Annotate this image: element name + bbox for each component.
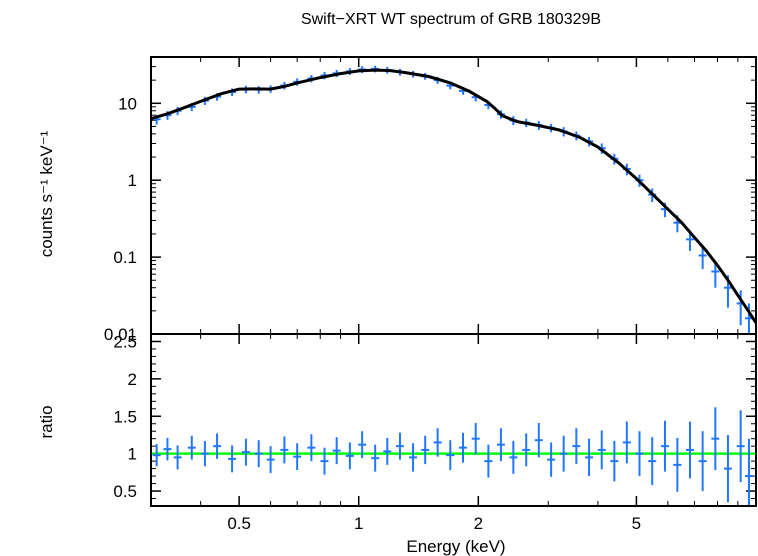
ratio-data-point [744, 438, 753, 506]
ratio-data-point [383, 437, 392, 465]
ratio-data-point [484, 444, 493, 478]
ratio-data-point [187, 435, 196, 460]
ratio-data-point [173, 445, 182, 470]
top-y-tick-label: 10 [118, 94, 137, 113]
ratio-data-point [358, 431, 367, 459]
top-plot-area: 0.01 0.1 1 10 [104, 56, 758, 344]
ratio-data-point [371, 444, 380, 472]
ratio-data-point [723, 434, 732, 503]
ratio-data-point [332, 437, 341, 465]
ratio-data-point [200, 440, 209, 467]
x-tick-label: 0.5 [227, 514, 251, 533]
ratio-data-point [395, 432, 404, 460]
ratio-data-point [509, 440, 518, 474]
bottom-y-axis-label: ratio [37, 405, 56, 438]
ratio-data-point [736, 410, 745, 483]
ratio-data-point [673, 437, 682, 492]
ratio-data-point [458, 432, 467, 463]
bottom-y-tick-label: 2 [128, 370, 137, 389]
ratio-data-point [152, 443, 161, 467]
ratio-data-point [266, 446, 275, 474]
bottom-panel-frame [150, 333, 757, 507]
ratio-data-point [585, 438, 594, 477]
ratio-data-point [293, 443, 302, 471]
ratio-data-point [698, 431, 707, 492]
x-axis-label: Energy (keV) [406, 537, 505, 556]
ratio-data-point [660, 420, 669, 472]
x-tick-label: 2 [474, 514, 483, 533]
ratio-data-point [213, 433, 222, 459]
bottom-y-tick-label: 2.5 [113, 332, 137, 351]
chart-title: Swift−XRT WT spectrum of GRB 180329B [301, 11, 601, 28]
top-y-tick-label: 0.01 [104, 325, 137, 344]
ratio-data-point [547, 442, 556, 477]
spectrum-data-point [698, 245, 707, 270]
ratio-data-point [496, 428, 505, 462]
bottom-y-tick-label: 0.5 [113, 482, 137, 501]
ratio-data-point [280, 436, 289, 464]
ratio-data-point [610, 440, 619, 482]
bottom-y-tick-label: 1 [128, 445, 137, 464]
ratio-data-point [163, 437, 172, 461]
bottom-y-tick-label: 1.5 [113, 407, 137, 426]
ratio-data-point [320, 447, 329, 475]
ratio-data-point [522, 433, 531, 467]
ratio-data-point [421, 435, 430, 465]
ratio-data-point [409, 443, 418, 472]
ratio-data-point [254, 440, 263, 468]
top-y-tick-label: 1 [128, 171, 137, 190]
ratio-data-point [228, 445, 237, 473]
ratio-data-point [471, 422, 480, 455]
ratio-data-point [622, 421, 631, 464]
ratio-data-point [241, 438, 250, 466]
model-curve [150, 68, 758, 324]
top-y-tick-label: 0.1 [113, 248, 137, 267]
ratio-data-point [711, 407, 720, 471]
ratio-data-point [446, 440, 455, 471]
bottom-plot-area: 0.5 1 2 5 0.5 1 1.5 2 2.5 [113, 332, 756, 533]
ratio-data-point [648, 437, 657, 486]
ratio-data-point [635, 431, 644, 477]
spectrum-data-point [711, 260, 720, 288]
ratio-data-point [597, 430, 606, 470]
ratio-data-point [685, 421, 694, 479]
ratio-data-point [345, 442, 354, 470]
top-y-axis-label: counts s⁻¹ keV⁻¹ [37, 130, 56, 257]
x-tick-label: 5 [632, 514, 641, 533]
ratio-data-point [433, 428, 442, 457]
ratio-data-point [559, 435, 568, 472]
x-tick-label: 1 [354, 514, 363, 533]
ratio-data-point [307, 434, 316, 462]
ratio-data-point [534, 422, 543, 458]
top-panel-frame [150, 56, 757, 335]
ratio-data-point [572, 428, 581, 465]
